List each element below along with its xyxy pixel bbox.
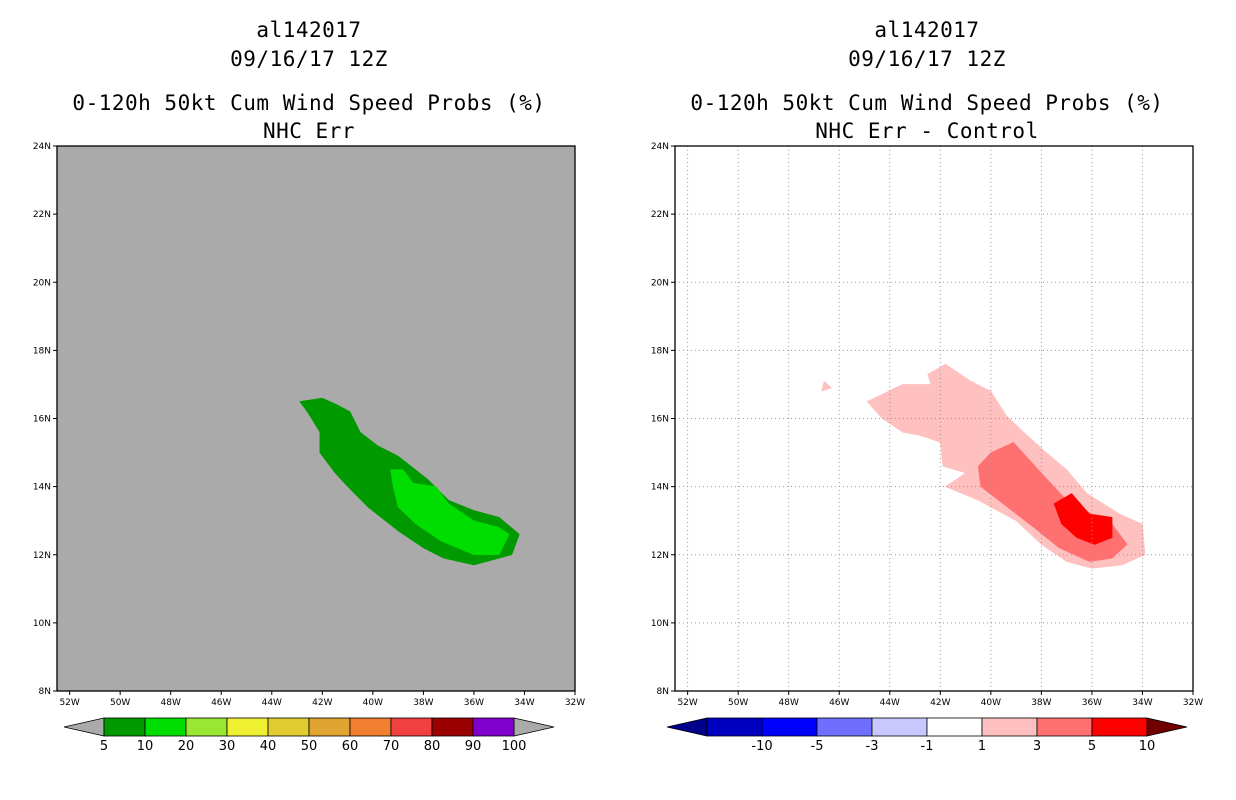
colorbar-box <box>308 717 351 737</box>
colorbar-label: 5 <box>1088 739 1096 754</box>
x-tick-label: 34W <box>514 698 534 708</box>
chart-title: 0-120h 50kt Cum Wind Speed Probs (%) <box>72 91 546 115</box>
colorbar-box <box>431 717 474 737</box>
y-tick-label: 14N <box>33 483 51 493</box>
y-tick-label: 10N <box>651 619 669 629</box>
x-tick-label: 50W <box>728 698 748 708</box>
chart-subtitle: NHC Err - Control <box>815 119 1039 143</box>
y-tick-label: 8N <box>39 687 51 697</box>
colorbar-box <box>103 717 146 737</box>
date-title: 09/16/17 12Z <box>230 47 388 71</box>
colorbar-box <box>816 717 873 737</box>
x-tick-label: 50W <box>110 698 130 708</box>
colorbar-label: 10 <box>137 739 154 754</box>
x-tick-label: 32W <box>1183 698 1203 708</box>
y-tick-label: 24N <box>651 142 669 152</box>
x-tick-label: 44W <box>262 698 282 708</box>
colorbar-left-arrow <box>63 717 105 737</box>
y-tick-label: 22N <box>651 210 669 220</box>
y-tick-label: 10N <box>33 619 51 629</box>
colorbar-label: 90 <box>465 739 482 754</box>
storm-id-title: al142017 <box>874 18 980 42</box>
colorbar-box <box>472 717 515 737</box>
colorbar-box <box>981 717 1038 737</box>
colorbar-right-arrow <box>513 717 555 737</box>
x-tick-label: 48W <box>161 698 181 708</box>
y-tick-label: 18N <box>33 346 51 356</box>
x-tick-label: 46W <box>829 698 849 708</box>
colorbar-label: -1 <box>921 739 934 754</box>
storm-id-title: al142017 <box>256 18 362 42</box>
colorbar-box <box>349 717 392 737</box>
colorbar-label: 30 <box>219 739 236 754</box>
colorbar-box <box>267 717 310 737</box>
colorbar-label: 1 <box>978 739 986 754</box>
x-tick-label: 46W <box>211 698 231 708</box>
y-tick-label: 24N <box>33 142 51 152</box>
colorbar-label: 3 <box>1033 739 1041 754</box>
colorbar-box <box>926 717 983 737</box>
y-tick-label: 20N <box>651 278 669 288</box>
y-tick-label: 14N <box>651 483 669 493</box>
colorbar-label: 40 <box>260 739 277 754</box>
y-tick-label: 8N <box>657 687 669 697</box>
x-tick-label: 52W <box>59 698 79 708</box>
y-tick-label: 16N <box>33 415 51 425</box>
colorbar-label: -10 <box>751 739 772 754</box>
colorbar-label: 20 <box>178 739 195 754</box>
contour-region <box>1053 493 1113 545</box>
x-tick-label: 48W <box>779 698 799 708</box>
colorbar-label: 60 <box>342 739 359 754</box>
y-tick-label: 12N <box>33 551 51 561</box>
colorbar-box <box>1091 717 1148 737</box>
colorbar-box <box>185 717 228 737</box>
x-tick-label: 36W <box>1082 698 1102 708</box>
left-panel: al142017 09/16/17 12Z 0-120h 50kt Cum Wi… <box>33 18 585 754</box>
colorbar-box <box>761 717 818 737</box>
x-tick-label: 34W <box>1132 698 1152 708</box>
x-tick-label: 40W <box>981 698 1001 708</box>
colorbar-box <box>390 717 433 737</box>
x-tick-label: 32W <box>565 698 585 708</box>
x-tick-label: 38W <box>1031 698 1051 708</box>
x-tick-label: 40W <box>363 698 383 708</box>
colorbar-label: 10 <box>1139 739 1156 754</box>
colorbar-label: 70 <box>383 739 400 754</box>
x-tick-label: 42W <box>312 698 332 708</box>
colorbar-label: -5 <box>811 739 824 754</box>
y-tick-label: 20N <box>33 278 51 288</box>
x-tick-label: 36W <box>464 698 484 708</box>
y-tick-label: 12N <box>651 551 669 561</box>
colorbar-label: -3 <box>866 739 879 754</box>
contour-region <box>821 380 833 392</box>
wind-prob-diff-map: 52W 50W 48W 46W 44W 42W 40W 38W 36W 34W 32W8N10N12… <box>651 142 1203 754</box>
y-tick-label: 22N <box>33 210 51 220</box>
colorbar-box <box>226 717 269 737</box>
colorbar-label: 5 <box>100 739 108 754</box>
x-tick-label: 44W <box>880 698 900 708</box>
colorbar-box <box>144 717 187 737</box>
colorbar-label: 100 <box>502 739 527 754</box>
colorbar-left-arrow <box>666 717 708 737</box>
right-panel: al142017 09/16/17 12Z 0-120h 50kt Cum Wi… <box>618 0 1236 800</box>
chart-subtitle: NHC Err <box>262 119 355 143</box>
chart-title: 0-120h 50kt Cum Wind Speed Probs (%) <box>690 91 1164 115</box>
wind-prob-map: 52W 50W 48W 46W 44W 42W 40W 38W 36W 34W 32W 8N 10N 12… <box>33 142 585 754</box>
x-tick-label: 42W <box>930 698 950 708</box>
colorbar-box <box>871 717 928 737</box>
colorbar-box <box>1036 717 1093 737</box>
colorbar-label: 80 <box>424 739 441 754</box>
y-tick-label: 18N <box>651 346 669 356</box>
contour-region <box>390 469 510 556</box>
date-title: 09/16/17 12Z <box>848 47 1006 71</box>
x-tick-label: 38W <box>413 698 433 708</box>
colorbar-box <box>706 717 763 737</box>
colorbar-label: 50 <box>301 739 318 754</box>
x-tick-label: 52W <box>677 698 697 708</box>
y-tick-label: 16N <box>651 415 669 425</box>
colorbar-right-arrow <box>1146 717 1188 737</box>
